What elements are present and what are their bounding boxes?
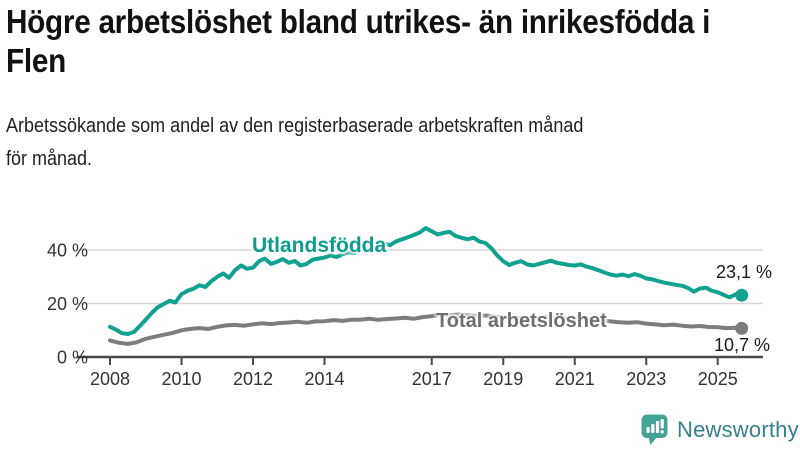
- x-axis-tick-label: 2023: [626, 369, 666, 389]
- chart-subtitle-line1: Arbetssökande som andel av den registerb…: [6, 115, 584, 137]
- chart-subtitle: Arbetssökande som andel av den registerb…: [6, 110, 798, 176]
- x-axis-tick-label: 2014: [304, 369, 344, 389]
- y-axis-tick-label: 0 %: [57, 348, 88, 368]
- series-end-dot: [735, 288, 749, 302]
- end-value-utlandsfodda: 23,1 %: [715, 262, 772, 282]
- series-line: [108, 312, 744, 346]
- x-axis-tick-label: 2019: [483, 369, 523, 389]
- y-axis-tick-label: 20 %: [47, 294, 88, 314]
- line-chart-canvas: 0 % 20 % 40 % 2008 2010 2012 2014 2017 2019 2021 2…: [47, 226, 763, 389]
- y-axis-tick-label: 40 %: [47, 241, 88, 261]
- chart-title-line2: Flen: [6, 42, 66, 79]
- chart-title-line1: Högre arbetslöshet bland utrikes- än inr…: [6, 3, 711, 40]
- series-label-total: Total arbetslöshet: [436, 310, 607, 332]
- x-axis-tick-label: 2012: [233, 369, 273, 389]
- x-axis-tick-label: 2021: [555, 369, 595, 389]
- brand-name: Newsworthy: [677, 416, 799, 442]
- series-line: [108, 226, 744, 336]
- end-value-total: 10,7 %: [713, 335, 770, 355]
- x-axis-tick-label: 2008: [90, 369, 130, 389]
- newsworthy-logo-icon: [641, 414, 668, 445]
- series-end-dot: [735, 321, 749, 335]
- chart-title: Högre arbetslöshet bland utrikes- än inr…: [6, 2, 800, 80]
- line-chart: 0 % 20 % 40 % 2008 2010 2012 2014 2017 2019 2021 2…: [0, 210, 800, 410]
- x-axis-tick-label: 2025: [698, 369, 738, 389]
- x-axis-tick-label: 2010: [161, 369, 201, 389]
- x-axis-tick-label: 2017: [412, 369, 452, 389]
- series-label-utlandsfodda: Utlandsfödda: [252, 234, 387, 257]
- chart-subtitle-line2: för månad.: [6, 148, 93, 170]
- footer-brand[interactable]: Newsworthy: [640, 413, 799, 446]
